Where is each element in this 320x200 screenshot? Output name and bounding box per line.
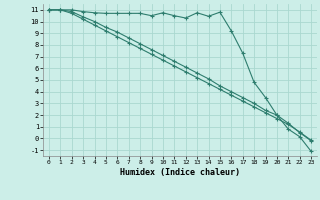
X-axis label: Humidex (Indice chaleur): Humidex (Indice chaleur): [120, 168, 240, 177]
